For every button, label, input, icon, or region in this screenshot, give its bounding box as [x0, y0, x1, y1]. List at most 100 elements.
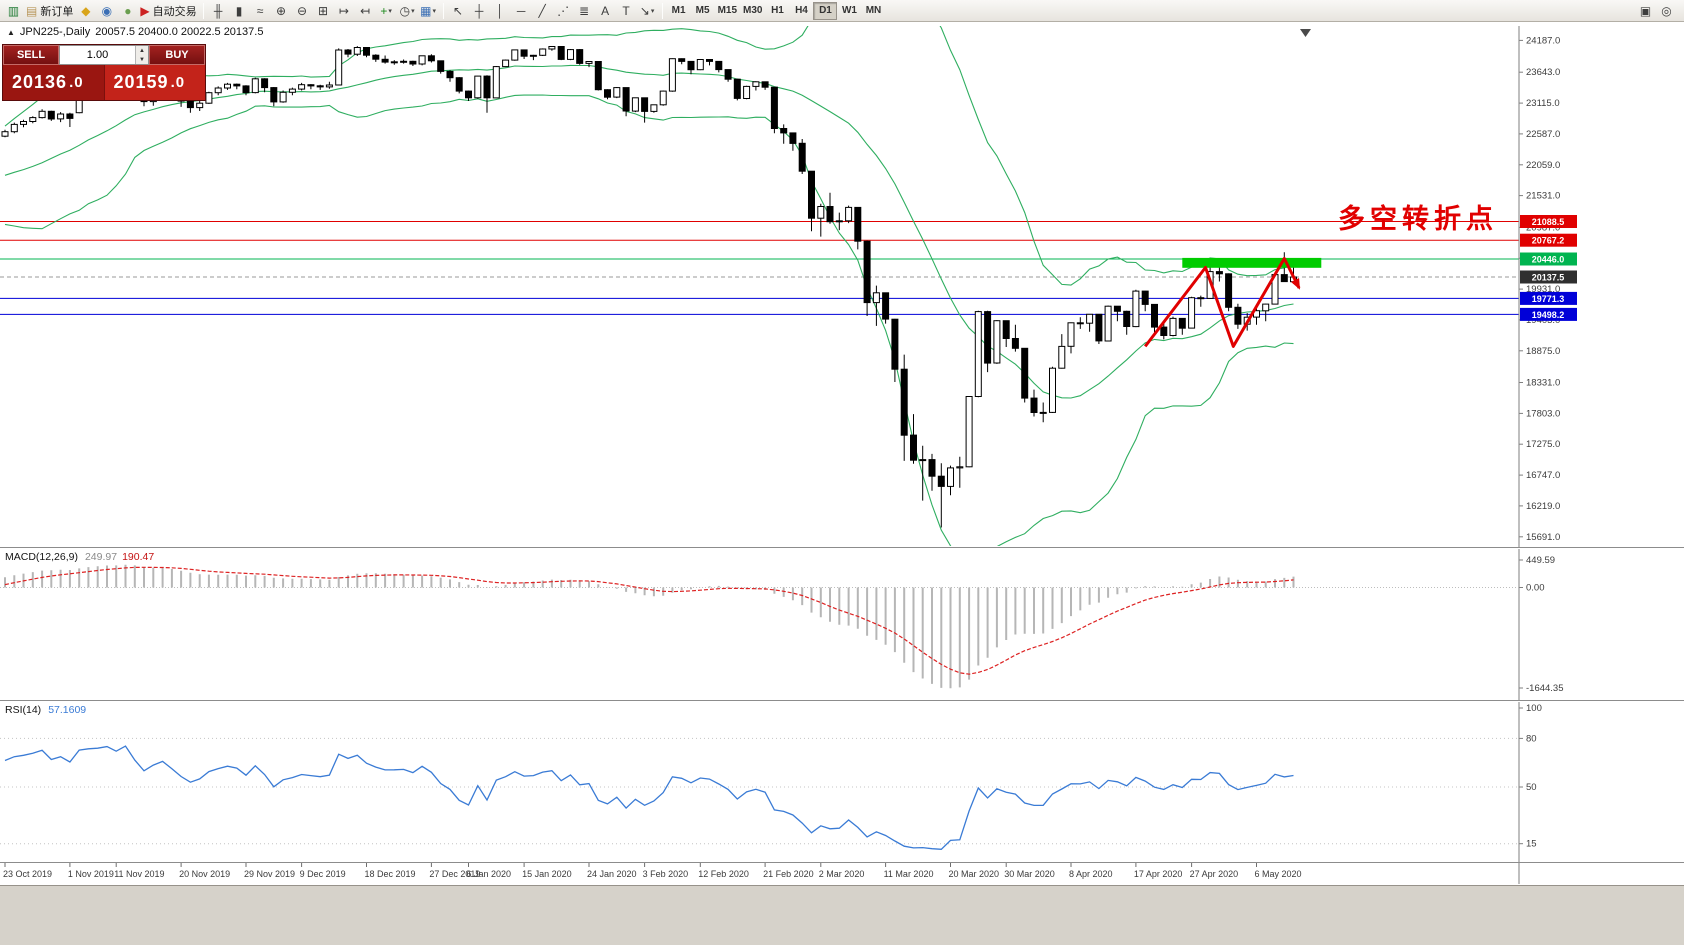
candle	[678, 58, 686, 62]
line-chart-icon[interactable]: ≈	[250, 1, 271, 21]
trendline-icon[interactable]: ╱	[532, 1, 553, 21]
candle	[1039, 411, 1047, 414]
new-chart-dropdown[interactable]: + ▾	[376, 1, 397, 21]
candle	[965, 396, 973, 468]
buy-button[interactable]: BUY	[149, 45, 205, 65]
candle	[567, 49, 574, 60]
macd-plot	[0, 564, 1519, 689]
timeframe-m1[interactable]: M1	[667, 2, 691, 20]
rsi-axis-label: 100	[1526, 703, 1542, 714]
equidistant-channel-icon[interactable]: ⋰	[553, 1, 574, 21]
candle	[548, 46, 556, 50]
period-dropdown[interactable]: ◷ ▾	[397, 1, 418, 21]
text-label-icon[interactable]: T	[616, 1, 637, 21]
zoom-out-icon[interactable]: ⊖	[292, 1, 313, 21]
candle	[956, 466, 964, 469]
community-icon-glyph: ◉	[101, 3, 113, 18]
date-label: 20 Nov 2019	[179, 869, 230, 879]
trend-zigzag[interactable]	[1144, 257, 1301, 348]
timeframe-h4[interactable]: H4	[789, 2, 813, 20]
sell-price[interactable]: 20136.0	[3, 65, 104, 100]
volume-up-button[interactable]: ▲	[136, 46, 148, 55]
autotrading-button[interactable]: ▶ 自动交易	[138, 1, 198, 21]
candle	[298, 84, 306, 90]
candle	[557, 46, 565, 60]
timeframe-m30-label: M30	[743, 5, 763, 16]
toolbar-separator	[661, 2, 663, 19]
chart-shift-marker[interactable]	[1300, 29, 1311, 37]
auto-scroll-icon[interactable]: ↦	[334, 1, 355, 21]
candle	[919, 459, 927, 462]
volume-stepper[interactable]: 1.00 ▲ ▼	[59, 45, 149, 65]
metaeditor-icon[interactable]: ◆	[75, 1, 96, 21]
candlestick-chart-icon[interactable]: ▮	[229, 1, 250, 21]
candle	[910, 434, 917, 461]
community-icon[interactable]: ◉	[96, 1, 117, 21]
sell-button[interactable]: SELL	[3, 45, 59, 65]
indicators-dropdown[interactable]: ▦ ▾	[418, 1, 439, 21]
sell-price-frac: .0	[69, 74, 84, 91]
panel-divider[interactable]	[0, 700, 1684, 701]
chart-shift-icon-glyph: ↤	[360, 3, 371, 18]
candle	[1067, 322, 1075, 347]
date-label: 3 Feb 2020	[643, 869, 689, 879]
profile-icon[interactable]: ●	[117, 1, 138, 21]
candle	[353, 47, 361, 55]
candle	[224, 83, 231, 89]
timeframe-h1-label: H1	[771, 5, 784, 16]
print-icon[interactable]: ▣	[1635, 1, 1656, 21]
text-label-icon-glyph: T	[622, 3, 630, 18]
price-tag-label: 20137.5	[1532, 273, 1565, 283]
bar-chart-icon[interactable]: ╫	[208, 1, 229, 21]
timeframe-d1[interactable]: D1	[813, 1, 838, 20]
timeframe-m15[interactable]: M15	[715, 2, 740, 20]
annotation-text[interactable]: 多空转折点	[1338, 204, 1498, 234]
date-label: 27 Apr 2020	[1190, 869, 1239, 879]
vertical-line-icon[interactable]: │	[490, 1, 511, 21]
timeframe-w1[interactable]: W1	[837, 2, 861, 20]
text-icon[interactable]: A	[595, 1, 616, 21]
highlight-band[interactable]	[1182, 257, 1322, 268]
candle	[307, 84, 315, 87]
volume-down-button[interactable]: ▼	[136, 55, 148, 64]
candle	[947, 467, 954, 487]
timeframe-h1[interactable]: H1	[765, 2, 789, 20]
candle	[761, 81, 769, 88]
new-order-button[interactable]: ▤ 新订单	[24, 1, 75, 21]
y-axis-label: 21531.0	[1526, 191, 1560, 202]
candle	[29, 117, 37, 122]
line-chart-icon-glyph: ≈	[256, 3, 264, 18]
panel-divider[interactable]	[0, 547, 1684, 548]
date-label: 9 Dec 2019	[300, 869, 346, 879]
fibonacci-icon[interactable]: ≣	[574, 1, 595, 21]
candle	[798, 142, 806, 172]
buy-price[interactable]: 20159.0	[103, 65, 205, 100]
candle	[882, 292, 890, 320]
chart-title: ▲ JPN225-,Daily 20057.5 20400.0 20022.5 …	[7, 26, 263, 38]
timeframe-m5[interactable]: M5	[691, 2, 715, 20]
autotrading-button-glyph: ▶	[140, 3, 150, 18]
volume-value[interactable]: 1.00	[86, 49, 109, 61]
zoom-in-icon[interactable]: ⊕	[271, 1, 292, 21]
cursor-icon[interactable]: ↖	[448, 1, 469, 21]
price-tag-label: 20446.0	[1532, 255, 1565, 265]
candle	[418, 55, 426, 65]
candle	[604, 89, 611, 98]
tile-windows-icon-glyph: ⊞	[318, 3, 329, 18]
candle	[872, 292, 880, 304]
print-preview-icon[interactable]: ◎	[1656, 1, 1677, 21]
candle	[455, 77, 463, 92]
timeframe-m30[interactable]: M30	[740, 2, 765, 20]
candle	[381, 58, 389, 63]
chart-shift-icon[interactable]: ↤	[355, 1, 376, 21]
timeframe-mn[interactable]: MN	[861, 2, 885, 20]
candle	[437, 60, 445, 72]
main-plot	[0, 26, 1519, 546]
candle	[585, 61, 593, 64]
tile-windows-icon[interactable]: ⊞	[313, 1, 334, 21]
horizontal-line-icon[interactable]: ─	[511, 1, 532, 21]
crosshair-icon[interactable]: ┼	[469, 1, 490, 21]
arrows-dropdown[interactable]: ↘ ▾	[637, 1, 658, 21]
